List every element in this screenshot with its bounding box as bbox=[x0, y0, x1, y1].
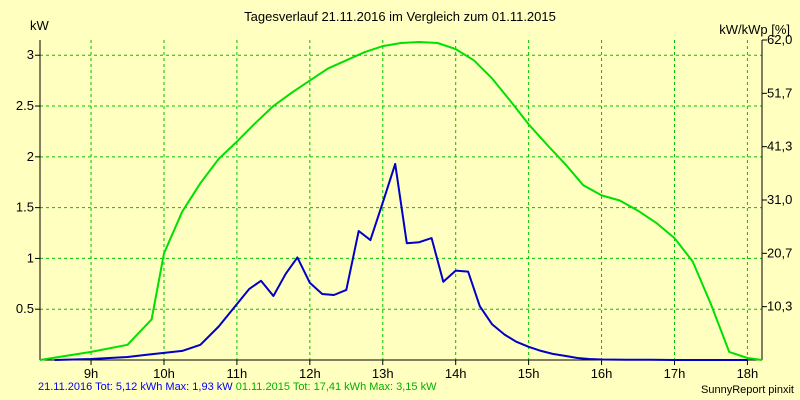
y-tick-label: 2.5 bbox=[16, 98, 34, 113]
x-tick-label: 16h bbox=[591, 366, 613, 381]
y2-tick-label: 20,7 bbox=[767, 245, 792, 260]
y-tick-label: 3 bbox=[27, 47, 34, 62]
series-line-2 bbox=[39, 41, 763, 361]
x-tick-label: 11h bbox=[227, 366, 248, 381]
y2-tick-label: 62,0 bbox=[767, 32, 792, 47]
x-tick-label: 17h bbox=[664, 366, 686, 381]
footer-series-2: 01.11.2015 Tot: 17,41 kWh Max: 3,15 kW bbox=[235, 381, 437, 393]
x-tick-label: 10h bbox=[153, 366, 175, 381]
y-tick-label: 2 bbox=[27, 149, 34, 164]
x-tick-label: 14h bbox=[445, 366, 467, 381]
y-axis-label-right: kW/kWp [%] bbox=[719, 22, 790, 37]
y-tick-label: 1.5 bbox=[16, 200, 34, 215]
y2-tick-label: 51,7 bbox=[767, 85, 792, 100]
y-tick-label: 1 bbox=[27, 250, 34, 265]
y2-tick-label: 31,0 bbox=[767, 192, 792, 207]
x-tick-label: 9h bbox=[84, 366, 98, 381]
y2-tick-label: 41,3 bbox=[767, 139, 792, 154]
y-axis-label-left: kW bbox=[30, 18, 49, 33]
x-tick-label: 18h bbox=[737, 366, 759, 381]
credit-text: SunnyReport pinxit bbox=[701, 384, 794, 396]
series-line-1 bbox=[54, 162, 748, 361]
y-tick-label: 0.5 bbox=[16, 301, 34, 316]
x-tick-label: 12h bbox=[299, 366, 321, 381]
footer-series-1: 21.11.2016 Tot: 5,12 kWh Max: 1,93 kW bbox=[38, 381, 233, 393]
chart-footer: 21.11.2016 Tot: 5,12 kWh Max: 1,93 kW 01… bbox=[38, 381, 436, 393]
x-tick-label: 15h bbox=[518, 366, 540, 381]
chart-title: Tagesverlauf 21.11.2016 im Vergleich zum… bbox=[244, 9, 556, 24]
y2-tick-label: 10,3 bbox=[767, 299, 792, 314]
x-tick-label: 13h bbox=[372, 366, 394, 381]
